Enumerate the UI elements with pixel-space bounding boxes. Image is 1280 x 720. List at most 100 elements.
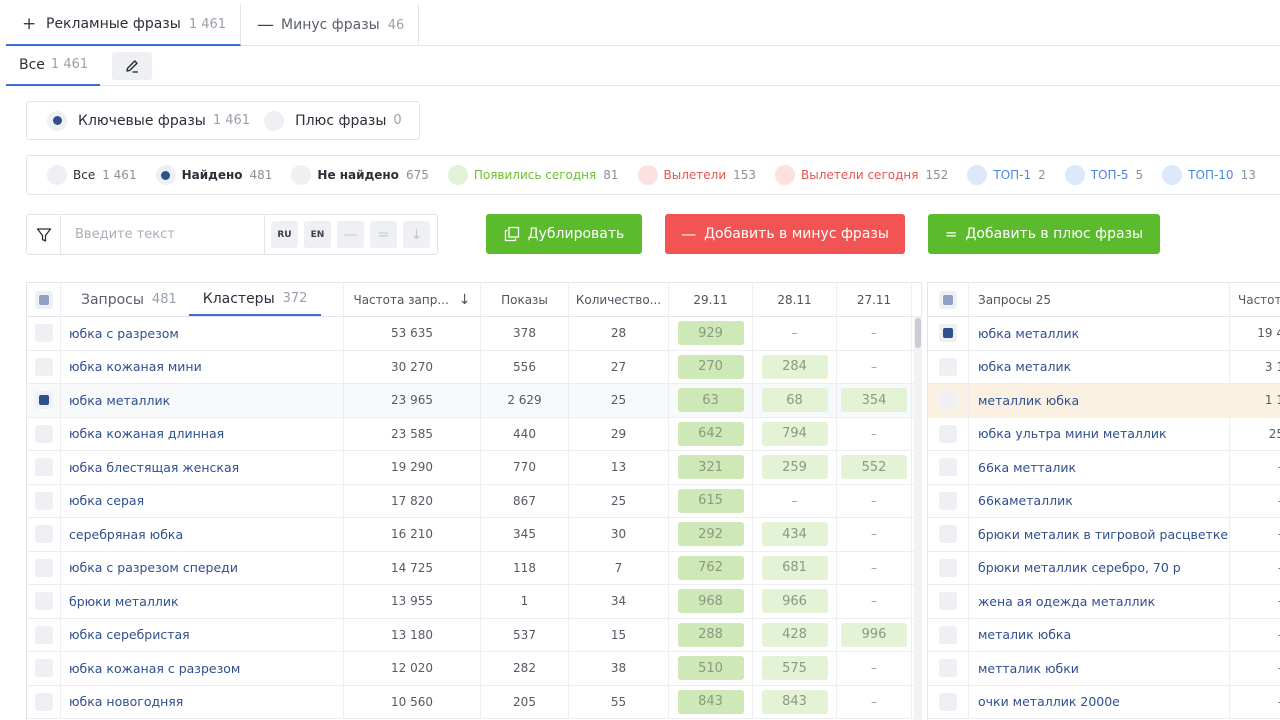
row-checkbox[interactable] (34, 458, 53, 477)
row-checkbox[interactable] (34, 659, 53, 678)
exact-match-button[interactable]: = (370, 221, 397, 248)
filter-appeared-today[interactable]: Появились сегодня 81 (447, 165, 619, 185)
table-row[interactable]: юбка металлик 19 4 (928, 317, 1280, 351)
table-row[interactable]: металик юбка– (928, 618, 1280, 652)
cluster-name[interactable]: юбка блестящая женская (61, 451, 344, 484)
table-row[interactable]: юбка кожаная мини 30 270 556 27 270 284– (27, 350, 921, 384)
table-row[interactable]: юбка серебристая 13 180 537 15 288 428 996 (27, 618, 921, 652)
cluster-name[interactable]: юбка с разрезом спереди (61, 551, 344, 584)
row-checkbox[interactable] (34, 324, 53, 343)
row-checkbox[interactable] (34, 391, 53, 410)
row-checkbox[interactable] (939, 592, 957, 611)
duplicate-button[interactable]: Дублировать (486, 214, 642, 254)
tab-ad-phrases[interactable]: + Рекламные фразы 1 461 (6, 4, 242, 46)
col-date-2[interactable]: 28.11 (753, 283, 837, 316)
request-text[interactable]: 66каметаллик (969, 484, 1230, 517)
cluster-name[interactable]: юбка с разрезом (61, 317, 344, 350)
lang-en-button[interactable]: EN (304, 221, 331, 248)
row-checkbox[interactable] (34, 424, 53, 443)
subtab-all[interactable]: Все 1 461 (6, 46, 101, 86)
table-row[interactable]: 66ка метталик– (928, 451, 1280, 485)
cluster-name[interactable]: серебряная юбка (61, 518, 344, 551)
tab-clusters[interactable]: Кластеры 372 (188, 283, 322, 316)
row-checkbox[interactable] (34, 692, 53, 711)
sort-down-button[interactable]: ↓ (403, 221, 430, 248)
row-checkbox[interactable] (939, 558, 957, 577)
row-checkbox[interactable] (34, 558, 53, 577)
table-row[interactable]: юбка серая 17 820 867 25 615– – (27, 484, 921, 518)
tab-minus-phrases[interactable]: — Минус фразы 46 (241, 4, 420, 46)
right-col-frequency[interactable]: Частота (1238, 292, 1280, 307)
cluster-name[interactable]: брюки металлик (61, 585, 344, 618)
table-row[interactable]: очки металлик 2000е– (928, 685, 1280, 719)
table-row[interactable]: юбка металик 3 1 (928, 350, 1280, 384)
tab-requests[interactable]: Запросы 481 (81, 283, 177, 316)
row-checkbox[interactable] (939, 424, 957, 443)
col-frequency[interactable]: Частота запр... ↓ (344, 283, 481, 316)
cluster-name[interactable]: юбка серая (61, 484, 344, 517)
row-checkbox[interactable] (939, 525, 957, 544)
minus-match-button[interactable]: — (337, 221, 364, 248)
filter-not-found[interactable]: Не найдено 675 (291, 165, 429, 185)
table-row[interactable]: юбка металлик 23 965 2 629 25 63 68 354 (27, 384, 921, 418)
filter-dropped-today[interactable]: Вылетели сегодня 152 (775, 165, 948, 185)
filter-button[interactable] (27, 215, 61, 254)
edit-button[interactable] (112, 51, 153, 80)
row-checkbox[interactable] (939, 391, 957, 410)
row-checkbox[interactable] (939, 625, 957, 644)
cluster-name[interactable]: юбка металлик (61, 384, 344, 417)
request-text[interactable]: метталик юбки (969, 652, 1230, 685)
cluster-name[interactable]: юбка кожаная длинная (61, 417, 344, 450)
row-checkbox[interactable] (34, 625, 53, 644)
cluster-name[interactable]: юбка кожаная мини (61, 350, 344, 383)
cluster-name[interactable]: юбка новогодняя (61, 685, 344, 718)
right-col-requests[interactable]: Запросы 25 (969, 283, 1230, 316)
col-quantity[interactable]: Количество... (569, 283, 669, 316)
add-plus-button[interactable]: = Добавить в плюс фразы (928, 214, 1160, 254)
table-row[interactable]: юбка с разрезом спереди 14 725 118 7 762 681– (27, 551, 921, 585)
radio-plus-phrases[interactable]: Плюс фразы 0 (264, 110, 402, 131)
request-text[interactable]: брюки металлик серебро, 70 р (969, 551, 1230, 584)
col-impressions[interactable]: Показы (481, 283, 569, 316)
filter-dropped[interactable]: Вылетели 153 (637, 165, 756, 185)
table-row[interactable]: юбка кожаная с разрезом 12 020 282 38 510 575… (27, 652, 921, 686)
table-row[interactable]: юбка кожаная длинная 23 585 440 29 642 794– (27, 417, 921, 451)
row-checkbox[interactable] (34, 525, 53, 544)
filter-found[interactable]: Найдено 481 (155, 165, 272, 185)
radio-keywords[interactable]: Ключевые фразы 1 461 (47, 110, 250, 131)
row-checkbox[interactable] (34, 357, 53, 376)
row-checkbox[interactable] (34, 592, 53, 611)
col-date-1[interactable]: 29.11 (669, 283, 753, 316)
row-checkbox[interactable] (939, 491, 957, 510)
request-text[interactable]: металлик юбка (969, 384, 1230, 417)
request-text[interactable]: юбка ультра мини металлик (969, 417, 1230, 450)
table-row[interactable]: юбка с разрезом 53 635 378 28 929– – (27, 317, 921, 351)
cluster-name[interactable]: юбка серебристая (61, 618, 344, 651)
col-date-3[interactable]: 27.11 (837, 283, 912, 316)
table-row[interactable]: жена ая одежда металлик– (928, 585, 1280, 619)
table-row[interactable]: брюки металлик серебро, 70 р– (928, 551, 1280, 585)
filter-top5[interactable]: ТОП-5 5 (1064, 165, 1143, 185)
request-text[interactable]: жена ая одежда металлик (969, 585, 1230, 618)
filter-top1[interactable]: ТОП-1 2 (967, 165, 1046, 185)
request-text[interactable]: металик юбка (969, 618, 1230, 651)
lang-ru-button[interactable]: RU (271, 221, 298, 248)
row-checkbox[interactable] (939, 324, 957, 343)
table-row[interactable]: юбка ультра мини металлик 25 (928, 417, 1280, 451)
table-row[interactable]: юбка новогодняя 10 560 205 55 843 843– (27, 685, 921, 719)
filter-top10[interactable]: ТОП-10 13 (1162, 165, 1256, 185)
table-row[interactable]: брюки металик в тигровой расцветке– (928, 518, 1280, 552)
row-checkbox[interactable] (939, 458, 957, 477)
row-checkbox[interactable] (34, 491, 53, 510)
table-row[interactable]: юбка блестящая женская 19 290 770 13 321 259 5… (27, 451, 921, 485)
row-checkbox[interactable] (939, 692, 957, 711)
scrollbar-thumb[interactable] (915, 318, 921, 348)
add-minus-button[interactable]: — Добавить в минус фразы (665, 214, 905, 254)
filter-all[interactable]: Все 1 461 (47, 165, 137, 185)
row-checkbox[interactable] (939, 659, 957, 678)
request-text[interactable]: брюки металик в тигровой расцветке (969, 518, 1230, 551)
select-all-checkbox[interactable] (34, 290, 53, 309)
table-row[interactable]: металлик юбка 1 1 (928, 384, 1280, 418)
table-row[interactable]: метталик юбки– (928, 652, 1280, 686)
row-checkbox[interactable] (939, 357, 957, 376)
